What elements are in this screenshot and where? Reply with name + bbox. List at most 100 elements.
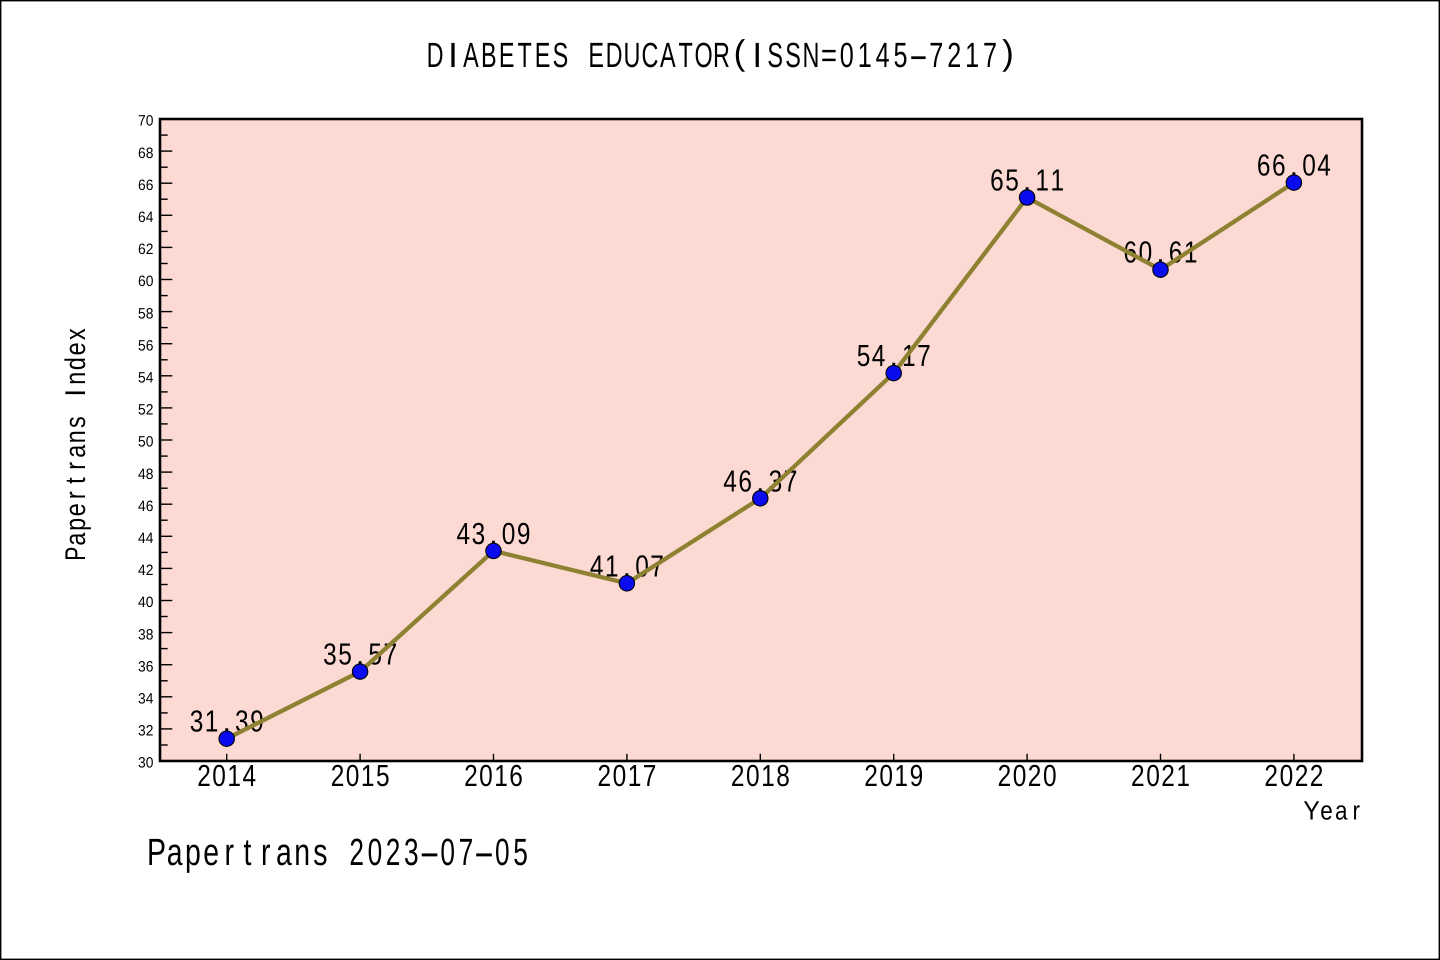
svg-text:s: s [313,832,327,874]
svg-text:2: 2 [197,759,211,793]
svg-text:1: 1 [894,759,908,793]
svg-text:r: r [60,462,92,470]
svg-text:0: 0 [1146,759,1160,793]
svg-text:I: I [752,36,762,75]
svg-text:0: 0 [495,832,510,874]
svg-text:2: 2 [146,402,154,419]
svg-text:a: a [1335,795,1348,825]
svg-text:4: 4 [872,339,886,373]
svg-text:E: E [499,36,515,75]
svg-text:5: 5 [138,305,146,322]
svg-text:6: 6 [138,209,146,226]
svg-text:3: 3 [323,638,337,672]
svg-text:A: A [463,36,479,75]
svg-text:3: 3 [404,832,419,874]
svg-text:6: 6 [1257,149,1271,183]
svg-text:2: 2 [146,241,154,258]
svg-text:5: 5 [857,339,871,373]
svg-text:0: 0 [368,832,383,874]
svg-text:0: 0 [840,36,854,75]
svg-text:4: 4 [457,517,471,551]
svg-text:1: 1 [1035,164,1049,198]
svg-text:E: E [535,36,551,75]
svg-text:7: 7 [917,339,931,373]
svg-text:0: 0 [1043,759,1057,793]
svg-text:1: 1 [361,759,375,793]
svg-text:e: e [203,832,219,874]
svg-text:7: 7 [138,113,146,130]
svg-text:5: 5 [338,638,352,672]
svg-text:6: 6 [138,241,146,258]
svg-text:0: 0 [146,434,154,451]
svg-text:0: 0 [1013,759,1027,793]
svg-text:a: a [60,532,92,545]
svg-text:1: 1 [1176,759,1190,793]
svg-text:E: E [588,36,604,75]
svg-text:t: t [60,477,92,484]
svg-text:I: I [60,389,92,397]
svg-text:D: D [606,36,623,75]
svg-text:s: s [60,416,92,428]
svg-text:A: A [660,36,676,75]
svg-text:6: 6 [146,177,154,194]
svg-text:1: 1 [761,759,775,793]
svg-text:r: r [225,832,235,874]
svg-text:B: B [481,36,497,75]
svg-text:6: 6 [738,464,752,498]
svg-text:4: 4 [138,562,146,579]
svg-text:-: - [473,832,494,874]
svg-text:5: 5 [138,402,146,419]
svg-text:4: 4 [138,594,146,611]
svg-text:P: P [60,547,92,561]
svg-text:0: 0 [212,759,226,793]
svg-text:P: P [147,832,166,874]
svg-text:d: d [60,357,92,370]
svg-text:0: 0 [1302,149,1316,183]
svg-text:1: 1 [227,759,241,793]
svg-text:x: x [60,328,92,340]
svg-text:3: 3 [472,517,486,551]
svg-text:2: 2 [349,832,364,874]
svg-text:8: 8 [146,466,154,483]
svg-text:0: 0 [146,594,154,611]
svg-text:0: 0 [879,759,893,793]
svg-text:7: 7 [643,759,657,793]
svg-text:.: . [356,638,364,672]
svg-text:I: I [448,36,458,75]
svg-text:7: 7 [983,36,997,75]
svg-text:-: - [419,832,440,874]
svg-text:7: 7 [929,36,943,75]
svg-text:U: U [624,36,641,75]
svg-text:=: = [821,36,837,75]
svg-text:2: 2 [1264,759,1278,793]
svg-text:1: 1 [205,705,219,739]
svg-text:.: . [489,517,497,551]
svg-text:n: n [60,430,92,443]
svg-text:4: 4 [138,530,146,547]
svg-text:5: 5 [513,832,528,874]
svg-text:6: 6 [146,498,154,515]
svg-text:0: 0 [146,273,154,290]
svg-text:3: 3 [138,626,146,643]
svg-text:2: 2 [1131,759,1145,793]
svg-text:3: 3 [190,705,204,739]
svg-text:2: 2 [464,759,478,793]
svg-text:2: 2 [331,759,345,793]
svg-text:5: 5 [138,434,146,451]
svg-text:6: 6 [509,759,523,793]
svg-text:0: 0 [613,759,627,793]
svg-text:D: D [427,36,444,75]
svg-text:a: a [167,832,183,874]
svg-text:n: n [60,372,92,385]
svg-text:0: 0 [502,517,516,551]
svg-text:2: 2 [146,723,154,740]
svg-text:4: 4 [876,36,890,75]
svg-text:1: 1 [1051,164,1065,198]
svg-text:4: 4 [146,209,154,226]
svg-text:5: 5 [138,370,146,387]
svg-text:1: 1 [858,36,872,75]
svg-text:-: - [909,36,929,75]
svg-text:9: 9 [517,517,531,551]
svg-text:1: 1 [965,36,979,75]
svg-text:1: 1 [494,759,508,793]
